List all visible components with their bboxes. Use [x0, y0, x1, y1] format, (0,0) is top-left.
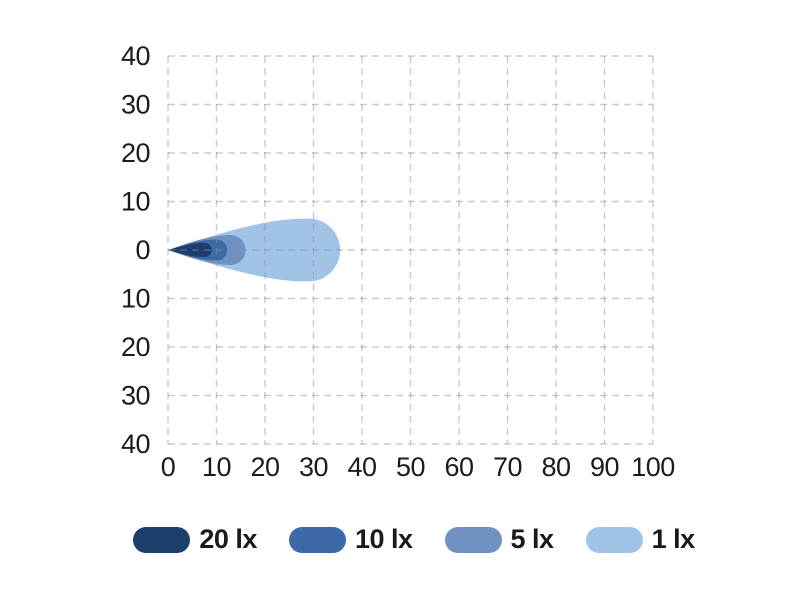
x-tick-label: 80: [541, 452, 570, 482]
y-tick-label: 10: [121, 284, 150, 314]
y-tick-label: 20: [121, 332, 150, 362]
legend-swatch-1lx: [585, 526, 643, 553]
x-tick-label: 70: [493, 452, 522, 482]
y-tick-label: 30: [121, 90, 150, 120]
legend-item-1lx: 1 lx: [585, 524, 696, 555]
legend-label-20lx: 20 lx: [199, 524, 257, 554]
x-tick-label: 20: [250, 452, 279, 482]
x-tick-label: 60: [444, 452, 473, 482]
chart-legend: 20 lx 10 lx 5 lx 1 lx: [14, 524, 800, 555]
x-tick-label: 100: [631, 452, 675, 482]
y-tick-label: 20: [121, 138, 150, 168]
y-tick-label: 0: [135, 235, 150, 265]
legend-label-5lx: 5 lx: [510, 524, 555, 554]
y-tick-label: 40: [121, 41, 150, 71]
x-tick-label: 40: [347, 452, 376, 482]
legend-swatch-5lx: [444, 526, 502, 553]
legend-label-10lx: 10 lx: [354, 524, 413, 554]
y-tick-label: 10: [121, 187, 150, 217]
x-tick-label: 0: [161, 452, 176, 482]
y-tick-label: 40: [121, 429, 150, 459]
legend-label-1lx: 1 lx: [651, 524, 696, 554]
legend-item-10lx: 10 lx: [288, 524, 413, 555]
legend-item-20lx: 20 lx: [133, 524, 257, 555]
y-tick-label: 30: [121, 381, 150, 411]
legend-swatch-10lx: [288, 526, 346, 553]
isolux-beam-1-lx: [168, 218, 341, 282]
x-tick-label: 90: [590, 452, 619, 482]
x-tick-label: 30: [299, 452, 328, 482]
legend-swatch-20lx: [133, 526, 191, 553]
x-tick-label: 10: [202, 452, 231, 482]
x-tick-label: 50: [396, 452, 425, 482]
isolux-beam-20-lx: [168, 242, 212, 258]
legend-item-5lx: 5 lx: [444, 524, 555, 555]
